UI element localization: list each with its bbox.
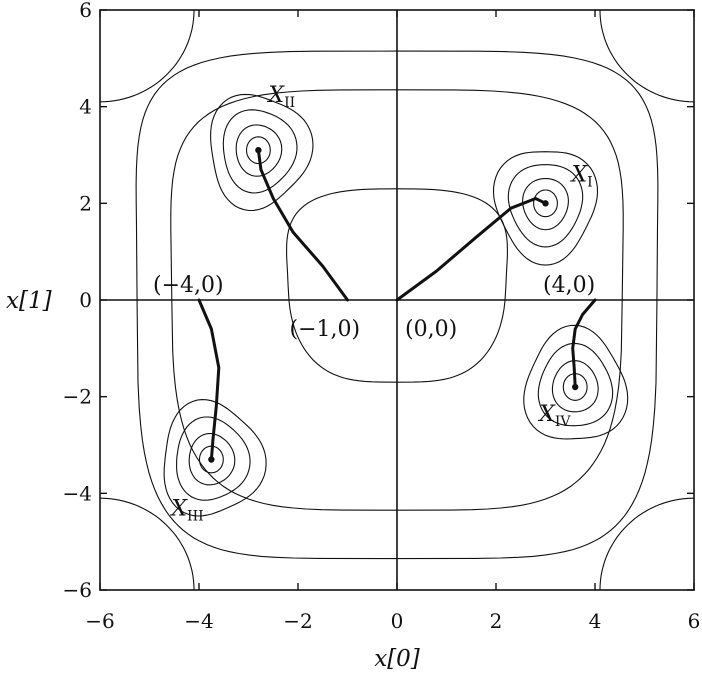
well-center-4 [572, 383, 579, 391]
y-tick-label: −6 [63, 578, 92, 602]
contour-well-1-level-1 [533, 189, 558, 218]
well-center-1 [542, 200, 549, 207]
contour-well-3-level-3 [176, 416, 251, 501]
contour-well-4-level-1 [562, 373, 588, 401]
start-point-label: (−4,0) [153, 273, 224, 298]
contour-lines [100, 10, 694, 590]
annotations: (0,0) (−1,0) (−4,0) (4,0) XI XII XIII XIV [153, 83, 595, 524]
x-tick-label: −2 [283, 609, 312, 633]
y-tick-label: 2 [79, 191, 92, 215]
contour-well-3-level-1 [198, 445, 224, 474]
contour-corner-1 [100, 10, 195, 103]
well-label: XIII [169, 497, 203, 525]
x-tick-label: −6 [85, 609, 114, 633]
x-tick-label: 4 [589, 609, 602, 633]
contour-well-2-level-4 [210, 93, 314, 212]
start-point-label: (4,0) [543, 273, 595, 298]
y-tick-label: 4 [79, 95, 92, 119]
well-label: XI [570, 162, 593, 190]
x-tick-label: −4 [184, 609, 213, 633]
contour-corner-4 [599, 497, 694, 590]
contour-well-4-level-3 [537, 342, 614, 427]
x-axis-label: x[0] [374, 646, 420, 672]
contour-outer-1 [286, 188, 508, 383]
well-label: XII [266, 83, 295, 111]
start-point-label: (0,0) [405, 317, 457, 342]
y-tick-label: −4 [63, 481, 92, 505]
y-tick-label: 0 [79, 288, 92, 312]
contour-well-1-level-3 [507, 164, 584, 248]
contour-corner-2 [599, 10, 694, 103]
x-tick-label: 0 [391, 609, 404, 633]
contour-well-2-level-3 [222, 109, 298, 194]
start-point-label: (−1,0) [290, 317, 361, 342]
contour-well-2-level-1 [245, 136, 271, 165]
y-tick-label: −2 [63, 385, 92, 409]
well-label: XIV [537, 402, 571, 430]
trajectory-3 [197, 298, 221, 461]
x-tick-label: 6 [688, 609, 701, 633]
well-center-2 [255, 146, 262, 154]
trajectory-1 [395, 197, 547, 302]
y-tick-label: 6 [79, 0, 92, 22]
well-center-3 [208, 456, 215, 463]
contour-well-3-level-4 [163, 399, 267, 517]
contour-well-4-level-2 [551, 360, 599, 413]
y-axis-label: x[1] [6, 288, 52, 314]
contour-well-2-level-2 [235, 124, 283, 177]
contour-outer-3 [135, 50, 659, 560]
trajectory-4 [571, 298, 597, 389]
trajectory-2 [256, 148, 349, 302]
contour-well-3-level-2 [188, 432, 236, 486]
trajectories [197, 146, 597, 463]
contour-well-4-level-4 [523, 324, 629, 440]
x-tick-label: 2 [490, 609, 503, 633]
ticks: −6 −4 −2 0 2 4 6 −6 −4 −2 0 2 4 6 [63, 0, 701, 633]
contour-well-1-level-4 [492, 151, 599, 266]
contour-corner-3 [100, 497, 195, 590]
